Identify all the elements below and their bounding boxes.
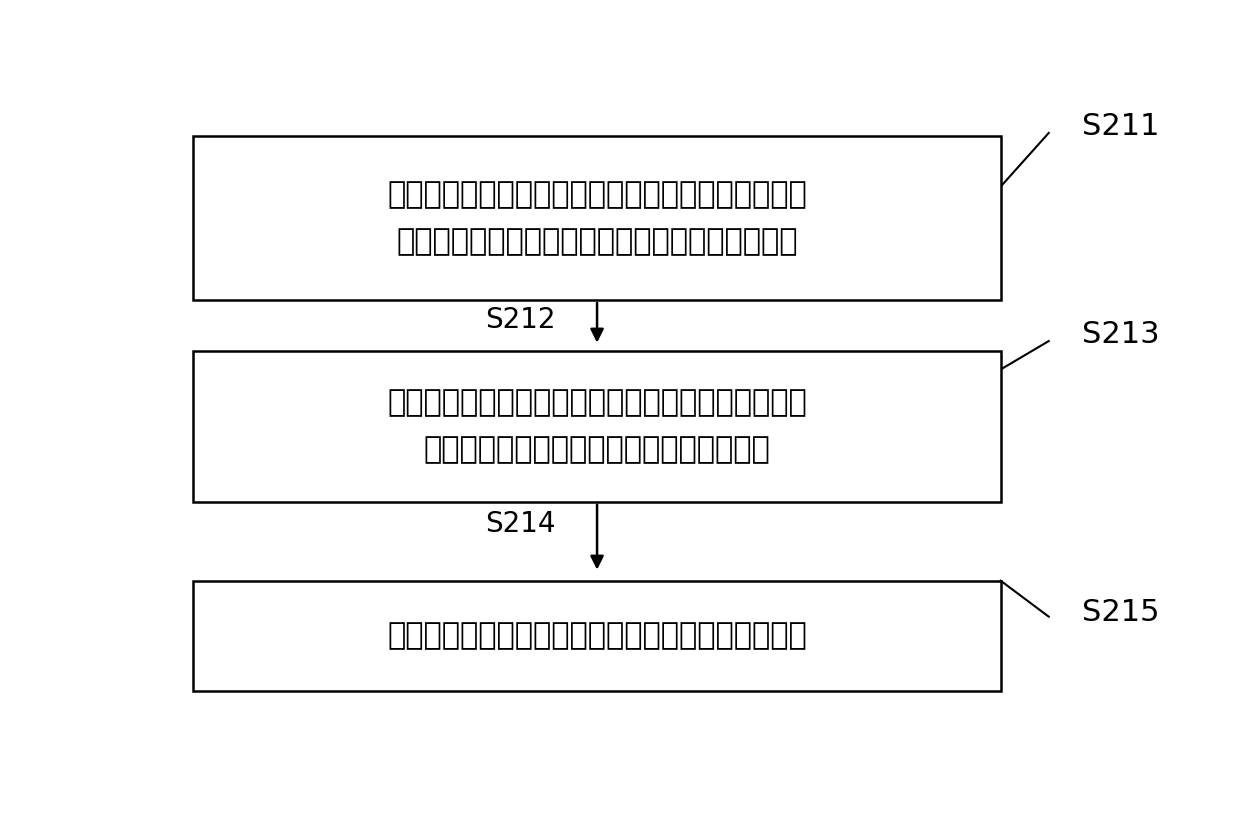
Text: S212: S212 <box>485 306 556 334</box>
Text: 集成视觉系统以及智能传感设备扫描检测，获得光学
纤维丝的状态信息以及对应的排板模具的状态信息: 集成视觉系统以及智能传感设备扫描检测，获得光学 纤维丝的状态信息以及对应的排板模… <box>387 180 807 256</box>
Bar <box>193 581 1001 691</box>
Bar <box>193 136 1001 300</box>
Text: 伺服机械手按照排板操作方案对光学纤维丝进行排板: 伺服机械手按照排板操作方案对光学纤维丝进行排板 <box>387 622 807 650</box>
Bar <box>193 351 1001 502</box>
Text: S213: S213 <box>1083 320 1159 349</box>
Text: S211: S211 <box>1083 112 1159 141</box>
Text: S214: S214 <box>485 510 556 538</box>
Text: 智能排板控制装置根据光学纤维丝的状态信息和排板
模具的状态信息，确定对应的排板操作方案: 智能排板控制装置根据光学纤维丝的状态信息和排板 模具的状态信息，确定对应的排板操… <box>387 388 807 464</box>
Text: S215: S215 <box>1083 598 1159 627</box>
